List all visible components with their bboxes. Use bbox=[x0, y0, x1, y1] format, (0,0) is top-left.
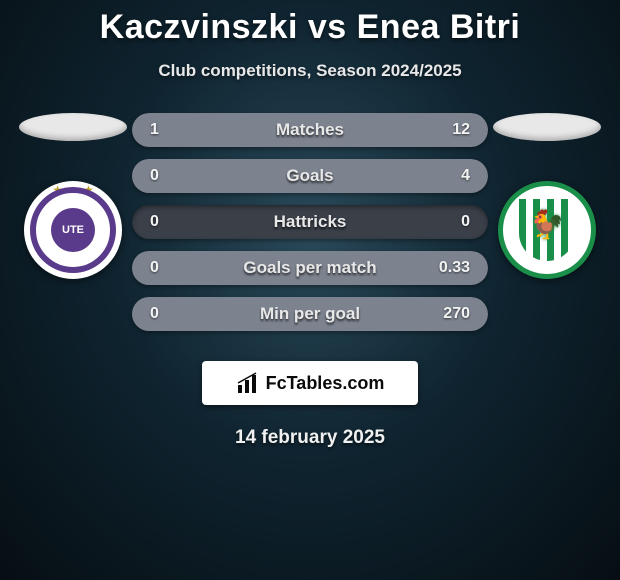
bar-chart-icon bbox=[236, 371, 260, 395]
page-title: Kaczvinszki vs Enea Bitri bbox=[0, 0, 620, 47]
subtitle: Club competitions, Season 2024/2025 bbox=[0, 61, 620, 81]
stat-row-hattricks: 0Hattricks0 bbox=[132, 205, 488, 239]
stat-row-goals-per-match: 0Goals per match0.33 bbox=[132, 251, 488, 285]
badge-ring: UTE bbox=[30, 187, 116, 273]
stat-label: Goals bbox=[132, 166, 488, 186]
stat-value-right: 0 bbox=[461, 213, 470, 231]
right-club-badge: 🐓 bbox=[498, 181, 596, 279]
right-player-column: 🐓 bbox=[488, 113, 606, 279]
badge-inner-text: UTE bbox=[51, 208, 95, 252]
stat-row-matches: 1Matches12 bbox=[132, 113, 488, 147]
stat-label: Hattricks bbox=[132, 212, 488, 232]
stat-value-right: 4 bbox=[461, 167, 470, 185]
left-player-avatar-placeholder bbox=[19, 113, 127, 141]
rooster-icon: 🐓 bbox=[530, 208, 565, 241]
right-player-avatar-placeholder bbox=[493, 113, 601, 141]
stat-row-goals: 0Goals4 bbox=[132, 159, 488, 193]
stat-row-min-per-goal: 0Min per goal270 bbox=[132, 297, 488, 331]
stat-label: Goals per match bbox=[132, 258, 488, 278]
left-player-column: ★ ★ UTE bbox=[14, 113, 132, 279]
branding-text: FcTables.com bbox=[266, 373, 385, 394]
date-stamp: 14 february 2025 bbox=[0, 427, 620, 449]
stat-label: Matches bbox=[132, 120, 488, 140]
branding-banner[interactable]: FcTables.com bbox=[202, 361, 418, 405]
stat-value-right: 0.33 bbox=[439, 259, 470, 277]
stat-value-right: 270 bbox=[443, 305, 470, 323]
stats-column: 1Matches120Goals40Hattricks00Goals per m… bbox=[132, 113, 488, 331]
comparison-layout: ★ ★ UTE 1Matches120Goals40Hattricks00Goa… bbox=[0, 113, 620, 331]
stat-value-right: 12 bbox=[452, 121, 470, 139]
left-club-badge: ★ ★ UTE bbox=[24, 181, 122, 279]
stat-label: Min per goal bbox=[132, 304, 488, 324]
